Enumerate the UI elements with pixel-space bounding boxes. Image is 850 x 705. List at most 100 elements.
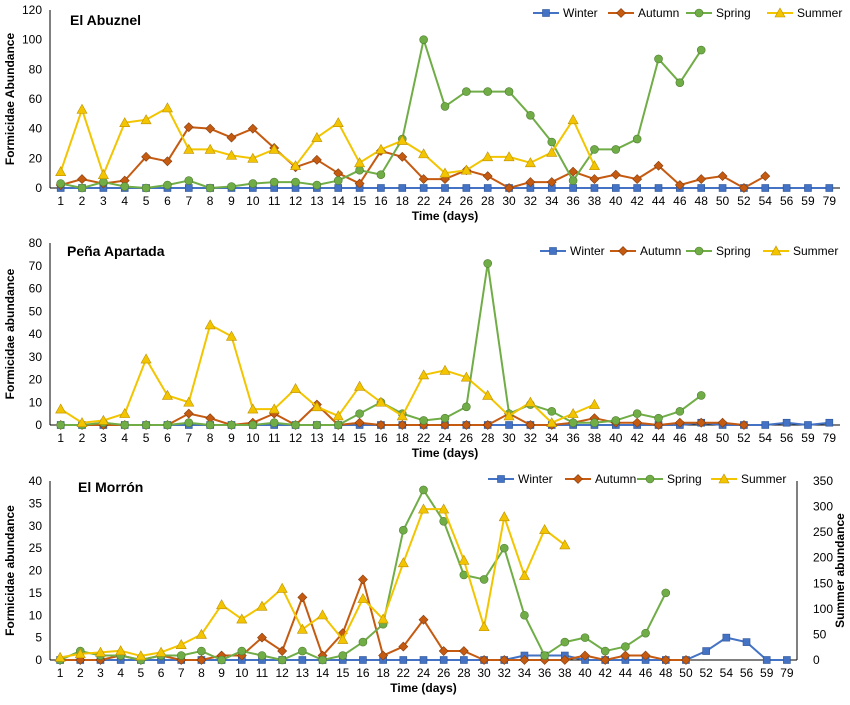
data-point-summer [115,645,127,656]
data-point-summer [216,599,228,610]
data-point-spring [358,637,368,647]
data-point-spring [675,407,685,416]
data-point-spring [611,416,621,425]
data-point-summer [375,143,387,154]
x-tick-label: 10 [246,431,260,445]
data-point-winter [804,184,812,192]
x-tick-label: 15 [353,431,367,445]
data-point-autumn [674,180,685,190]
y-tick-label: 80 [29,236,43,250]
x-tick-label: 5 [138,666,145,680]
data-point-autumn [311,154,322,165]
data-point-summer [76,417,88,428]
series-line-summer [59,508,566,659]
x-tick-label: 26 [437,666,451,680]
data-point-summer [276,582,288,593]
data-point-spring [248,420,258,430]
x-tick-label: 28 [481,431,495,445]
data-point-summer [588,160,600,171]
legend-label: Summer [797,6,842,20]
data-point-summer [482,151,494,162]
data-point-spring [440,413,450,423]
y2-axis-title: Summer abundance [833,513,847,628]
legend-marker-winter [497,475,505,483]
data-point-autumn [620,650,631,661]
x-tick-label: 12 [275,666,289,680]
x-tick-label: 2 [77,666,84,680]
x-tick-label: 1 [57,666,64,680]
x-tick-label: 52 [737,431,751,445]
legend-marker-summer [770,245,782,256]
x-tick-label: 7 [178,666,185,680]
data-point-summer [55,166,67,176]
y-tick-label: 0 [35,418,42,432]
x-tick-label: 46 [639,666,653,680]
y-tick-label: 5 [35,631,42,645]
y-tick-label: 120 [22,3,42,17]
data-point-autumn [681,655,691,665]
x-tick-label: 4 [121,431,128,445]
y-axis-title: Formicidae Abundance [3,33,17,166]
y-tick-label: 80 [29,62,43,76]
x-axis-title: Time (days) [390,681,456,695]
x-tick-label: 18 [396,431,410,445]
data-point-spring [419,485,428,495]
data-point-summer [458,554,470,565]
data-point-summer [97,414,109,425]
legend-marker-winter [542,9,550,17]
data-point-spring [590,418,599,428]
data-point-summer [204,143,216,154]
legend-label: Winter [563,6,598,20]
x-tick-label: 30 [477,666,491,680]
y-tick-label: 30 [29,519,43,533]
x-tick-label: 30 [502,431,516,445]
data-point-spring [141,420,151,430]
data-point-autumn [458,646,469,656]
data-point-spring [440,102,450,111]
x-tick-label: 34 [545,431,559,445]
data-point-winter [697,184,706,192]
x-tick-label: 32 [524,431,538,445]
data-point-summer [140,114,152,125]
x-tick-label: 16 [374,194,388,208]
data-point-spring [205,183,215,193]
data-point-spring [696,391,706,400]
data-point-winter [762,656,771,664]
data-point-spring [632,409,642,418]
data-point-summer [438,503,450,514]
data-point-summer [460,371,472,382]
data-point-spring [205,420,215,430]
data-point-spring [611,145,621,154]
data-point-summer [460,164,472,175]
data-point-spring [654,54,663,64]
legend-marker-spring [645,474,655,484]
x-tick-label: 10 [246,194,260,208]
data-point-summer [567,408,579,418]
x-tick-label: 44 [619,666,633,680]
data-point-spring [675,78,685,87]
data-point-autumn [546,177,557,187]
data-point-summer [55,403,67,414]
data-point-winter [505,421,513,429]
data-point-winter [419,656,428,664]
data-point-summer [183,143,195,154]
data-point-winter [359,656,367,664]
data-point-autumn [461,420,472,430]
legend-label: Summer [741,472,786,486]
data-point-autumn [653,420,664,430]
data-point-autumn [354,178,365,189]
data-point-spring [661,588,671,598]
data-point-autumn [632,417,643,428]
data-point-spring [355,409,364,418]
data-point-summer [161,102,173,113]
y-tick-label: 20 [29,564,43,578]
data-point-autumn [77,174,87,185]
x-tick-label: 52 [737,194,751,208]
data-point-summer [311,131,323,142]
data-point-spring [197,646,206,656]
data-point-summer [559,539,571,550]
data-point-summer [135,650,147,661]
data-point-spring [547,137,557,147]
data-point-summer [546,146,558,157]
x-tick-label: 56 [780,194,794,208]
